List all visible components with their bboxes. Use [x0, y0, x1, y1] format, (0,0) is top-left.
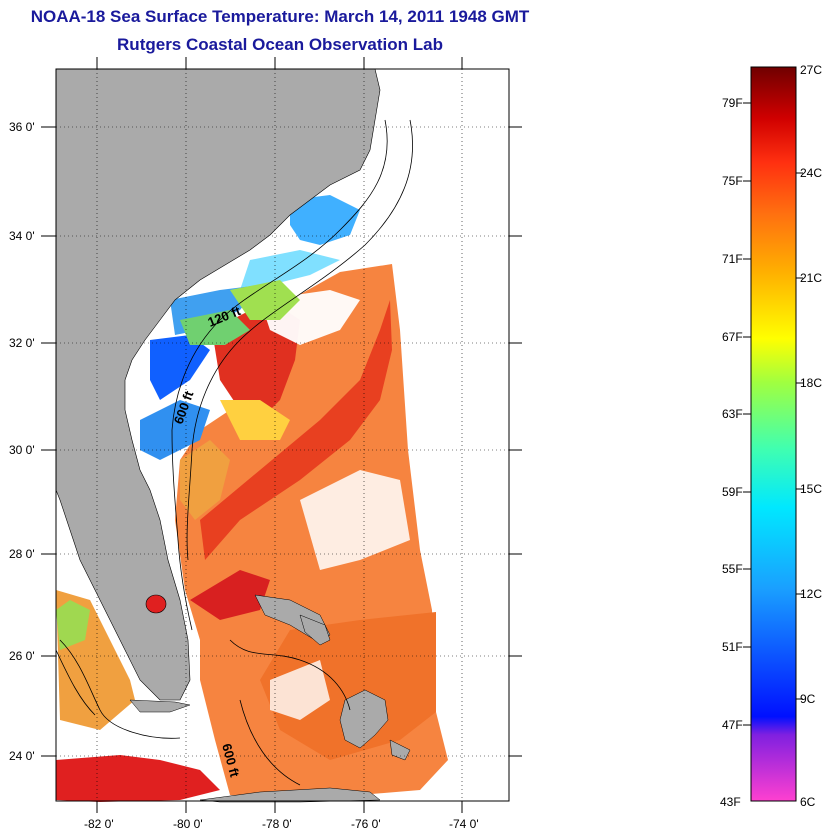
colorbar-f-label: 55F [722, 562, 743, 576]
colorbar-ticks [743, 102, 803, 726]
lon-label: -82 0' [84, 817, 114, 831]
lon-label: -74 0' [449, 817, 479, 831]
colorbar-f-label: 51F [722, 640, 743, 654]
colorbar-c-label: 6C [800, 795, 816, 809]
colorbar-f-label: 59F [722, 485, 743, 499]
colorbar-c-label: 21C [800, 271, 822, 285]
colorbar-c-label: 27C [800, 63, 822, 77]
lon-label: -80 0' [173, 817, 203, 831]
colorbar-c-label: 12C [800, 587, 822, 601]
colorbar-c-label: 18C [800, 376, 822, 390]
lat-label: 28 0' [9, 547, 35, 561]
lat-label: 30 0' [9, 443, 35, 457]
colorbar-f-label: 47F [722, 718, 743, 732]
axis-ticks [41, 57, 522, 813]
map-subtitle: Rutgers Coastal Ocean Observation Lab [117, 35, 443, 54]
map-title: NOAA-18 Sea Surface Temperature: March 1… [30, 7, 530, 26]
land-layer [55, 68, 411, 803]
lat-label: 26 0' [9, 649, 35, 663]
colorbar-f-label: 43F [720, 795, 741, 809]
lat-label: 32 0' [9, 336, 35, 350]
lon-label: -78 0' [262, 817, 292, 831]
colorbar-f-label: 79F [722, 96, 743, 110]
lat-label: 34 0' [9, 229, 35, 243]
bathymetry-contours [55, 119, 413, 786]
lon-label: -76 0' [351, 817, 381, 831]
colorbar-c-label: 15C [800, 482, 822, 496]
colorbar-f-label: 67F [722, 330, 743, 344]
colorbar-f-label: 71F [722, 252, 743, 266]
colorbar-c-label: 24C [800, 166, 822, 180]
colorbar-f-label: 75F [722, 174, 743, 188]
colorbar-f-label: 63F [722, 407, 743, 421]
map-border [55, 68, 510, 802]
temperature-colorbar [750, 66, 797, 802]
lat-label: 36 0' [9, 120, 35, 134]
lat-label: 24 0' [9, 749, 35, 763]
colorbar-c-label: 9C [800, 692, 816, 706]
